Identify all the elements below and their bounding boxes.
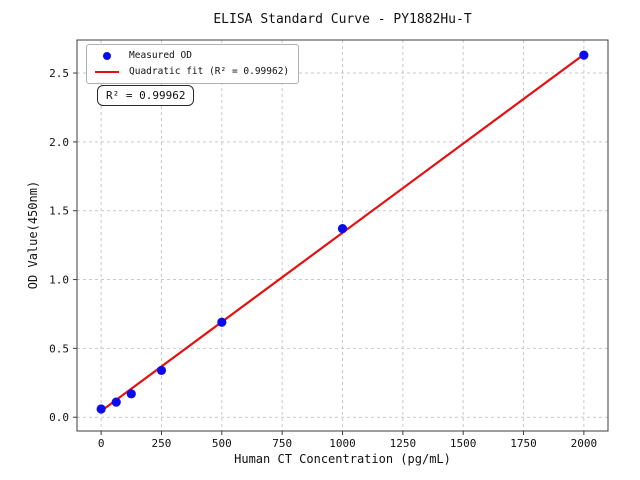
data-point xyxy=(217,317,227,327)
legend-label-measured-od: Measured OD xyxy=(129,50,192,61)
x-tick-label: 1250 xyxy=(390,437,417,450)
x-tick-label: 1000 xyxy=(329,437,356,450)
x-tick-label: 250 xyxy=(152,437,172,450)
scatter-marker-icon xyxy=(103,52,111,60)
legend: Measured OD Quadratic fit (R² = 0.99962) xyxy=(86,44,300,84)
data-point xyxy=(579,50,589,60)
y-tick-label: 2.0 xyxy=(49,136,69,149)
data-point xyxy=(156,365,167,376)
legend-entry-measured-od: Measured OD xyxy=(92,50,289,62)
x-tick-label: 750 xyxy=(272,437,292,450)
x-axis-label: Human CT Concentration (pg/mL) xyxy=(234,452,451,466)
legend-marker-cell xyxy=(92,71,122,73)
data-point xyxy=(96,404,106,414)
legend-entry-quadratic-fit: Quadratic fit (R² = 0.99962) xyxy=(92,66,289,78)
x-tick-label: 1750 xyxy=(510,437,537,450)
legend-label-quadratic-fit: Quadratic fit (R² = 0.99962) xyxy=(129,66,290,77)
y-tick-label: 1.5 xyxy=(49,205,69,218)
data-point xyxy=(111,397,121,407)
x-tick-label: 0 xyxy=(98,437,105,450)
chart-title: ELISA Standard Curve - PY1882Hu-T xyxy=(213,12,472,27)
x-tick-label: 500 xyxy=(212,437,232,450)
line-marker-icon xyxy=(95,71,119,73)
y-axis-label: OD Value(450nm) xyxy=(26,180,40,290)
x-tick-label: 2000 xyxy=(571,437,598,450)
data-point xyxy=(337,224,348,234)
y-tick-label: 0.0 xyxy=(49,411,69,424)
data-point xyxy=(126,389,136,399)
x-tick-label: 1500 xyxy=(450,437,477,450)
y-tick-label: 0.5 xyxy=(49,342,69,355)
y-tick-label: 2.5 xyxy=(49,67,69,80)
r-squared-annotation: R² = 0.99962 xyxy=(97,85,195,106)
y-tick-label: 1.0 xyxy=(49,274,69,287)
legend-marker-cell xyxy=(92,52,122,60)
